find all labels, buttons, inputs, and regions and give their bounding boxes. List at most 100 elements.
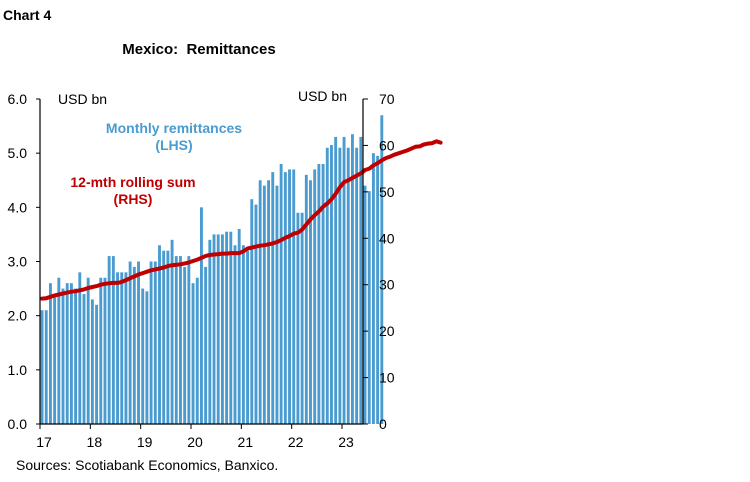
bar [220,234,224,424]
bar [149,261,153,424]
bar [103,277,107,424]
bar [346,147,350,424]
bar [363,185,367,424]
rolling-sum-line [40,139,443,301]
bar [342,136,346,425]
bar [74,288,78,424]
left-tick-label: 5.0 [8,145,28,161]
right-tick-label: 50 [379,184,395,200]
bar [124,272,128,424]
bar [355,147,359,424]
bars-annotation-line2: (LHS) [155,137,192,153]
bar [246,250,250,424]
bar [187,256,191,424]
left-tick-label: 4.0 [8,199,28,215]
x-tick-label: 18 [87,434,103,450]
bar [288,169,291,424]
bar [334,136,338,425]
bar [279,164,283,424]
bar [380,115,384,424]
left-tick-label: 3.0 [8,254,28,270]
line-annotation-line1: 12-mth rolling sum [70,174,195,190]
bar [351,134,354,424]
bar [283,172,287,425]
chart-title: Mexico: Remittances [122,41,275,58]
x-tick-label: 17 [36,434,52,450]
right-tick-label: 60 [379,137,395,153]
bar [137,261,140,424]
bar [191,283,195,424]
bar [107,256,111,424]
bar [69,283,73,424]
bar [78,272,82,424]
left-tick-label: 6.0 [8,91,28,107]
bar [317,164,321,424]
bar [208,239,212,424]
left-tick-label: 2.0 [8,308,28,324]
bar [367,191,371,424]
x-tick-label: 22 [288,434,304,450]
bar [304,174,308,424]
bar [212,234,216,424]
bar [241,245,245,424]
bar [321,164,325,424]
bar [99,277,103,424]
bar [204,266,208,424]
bar [296,212,300,424]
bar [292,169,296,424]
bar [376,155,380,425]
bar [57,277,61,424]
bar [300,212,304,424]
chart-label: Chart 4 [3,7,51,23]
left-tick-label: 0.0 [8,416,28,432]
bar [82,294,86,424]
bar [166,250,170,424]
source-note: Sources: Scotiabank Economics, Banxico. [16,457,278,473]
bar [95,304,99,424]
bar [216,234,220,424]
x-tick-label: 21 [238,434,254,450]
bar [158,245,161,424]
bar [275,185,279,424]
bar [325,147,329,424]
line-series [40,139,443,301]
bar [86,277,90,424]
bar [61,288,65,424]
bar [141,288,145,424]
bar [199,207,203,424]
right-tick-label: 10 [379,370,395,386]
bar [313,169,317,424]
right-tick-label: 40 [379,230,395,246]
right-tick-label: 70 [379,91,395,107]
bar [174,256,178,424]
left-tick-label: 1.0 [8,362,28,378]
bar [116,272,119,424]
bar [359,136,363,425]
bar [48,283,52,424]
bar [262,185,266,424]
bar [120,272,124,424]
bar [237,229,241,424]
bar [162,250,166,424]
axes: 0.0 1.0 2.0 3.0 4.0 5.0 6.0 0 10 20 30 40 50 60 70 17 18… [8,91,395,450]
bar-series [40,115,384,425]
bar [183,266,187,424]
x-tick-label: 23 [338,434,354,450]
bar [309,180,312,424]
bar [44,310,48,424]
bar [40,310,44,424]
bar [271,172,275,425]
bar [153,261,157,424]
line-annotation-line2: (RHS) [114,191,153,207]
bar [371,153,375,425]
bar [111,256,115,424]
bar [145,291,149,424]
bar [233,245,237,424]
right-tick-label: 30 [379,277,395,293]
right-tick-label: 20 [379,323,395,339]
left-axis-unit: USD bn [58,91,107,107]
bar [254,204,258,424]
bar [90,299,94,424]
bars-annotation-line1: Monthly remittances [106,120,242,136]
